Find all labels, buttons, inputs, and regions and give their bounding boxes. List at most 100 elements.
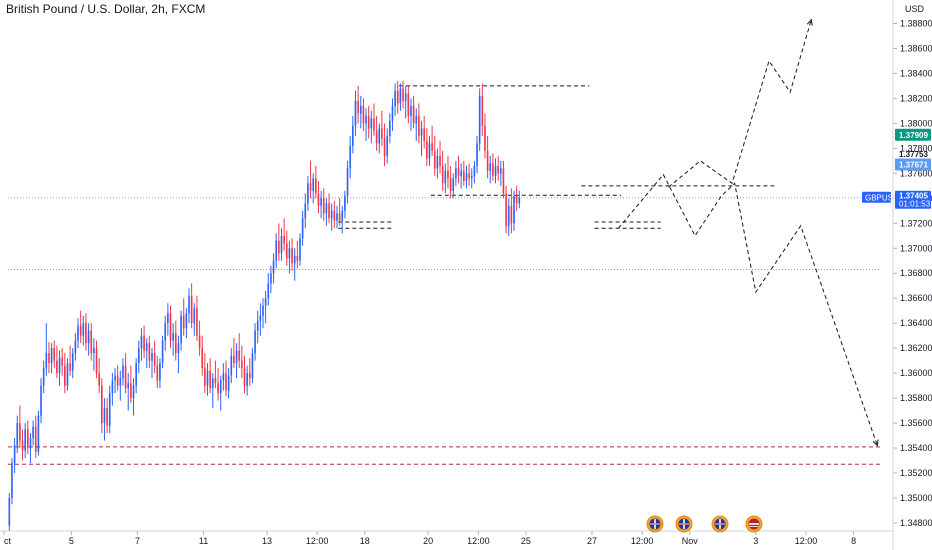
- candle-body: [370, 118, 373, 129]
- candle-body: [56, 360, 58, 374]
- candle-body: [502, 168, 505, 194]
- candle-body: [373, 118, 375, 131]
- candle-body: [116, 375, 119, 386]
- price-axis[interactable]: 1.34800 1.35000 1.35200 1.35400 1.35600 1.358…: [893, 18, 932, 528]
- candle-body: [418, 115, 420, 136]
- candle-body: [111, 380, 114, 394]
- x-tick-label: Nov: [682, 536, 699, 546]
- candle-body: [431, 143, 433, 151]
- candle-body: [69, 363, 71, 371]
- candle-body: [399, 88, 402, 104]
- candle-body: [486, 150, 489, 171]
- candle-body: [494, 165, 497, 176]
- candle-body: [489, 163, 492, 171]
- candle-body: [386, 135, 389, 156]
- candle-body: [114, 375, 116, 381]
- candle-body: [507, 205, 510, 226]
- time-axis[interactable]: ct 5 7 11 13 12:00 18 20 12:00 25 27 12:00 Nov 3 12:00…: [3, 531, 856, 546]
- candle-body: [513, 195, 515, 224]
- x-tick-label: 11: [199, 536, 208, 546]
- candle-body: [325, 203, 328, 214]
- candle-body: [209, 370, 211, 389]
- candle-body: [26, 429, 29, 449]
- candle-body: [433, 150, 436, 169]
- candle-body: [58, 358, 61, 374]
- candle-body: [428, 143, 431, 159]
- candle-body: [132, 385, 135, 399]
- candle-body: [248, 373, 251, 379]
- candle-body: [362, 105, 365, 124]
- candle-body: [193, 308, 196, 324]
- y-tick-label: 1.35000: [900, 493, 932, 503]
- uk-flag-icon[interactable]: [646, 515, 664, 533]
- candle-body: [272, 260, 275, 274]
- candle-body: [188, 295, 190, 314]
- candle-body: [161, 340, 164, 364]
- candle-body: [407, 93, 410, 116]
- candle-body: [283, 235, 285, 244]
- symbol-tag-label: GBPUSD: [865, 194, 899, 203]
- candle-body: [42, 368, 45, 386]
- y-tick-label: 1.37000: [900, 243, 932, 253]
- candle-body: [357, 100, 359, 114]
- candle-body: [307, 183, 309, 204]
- candle-body: [285, 243, 288, 259]
- candle-body: [462, 170, 465, 181]
- candle-body: [439, 155, 441, 166]
- candle-body: [259, 315, 262, 321]
- candle-body: [19, 423, 21, 441]
- candle-body: [8, 498, 11, 526]
- candle-body: [412, 105, 415, 124]
- uk-flag-icon[interactable]: [675, 515, 693, 533]
- candle-body: [349, 145, 352, 169]
- candle-body: [378, 128, 381, 144]
- candle-body: [230, 355, 233, 376]
- candle-body: [449, 178, 452, 191]
- candle-body: [317, 193, 320, 206]
- candle-body: [251, 353, 254, 379]
- candle-body: [214, 378, 217, 384]
- projection-layer: [618, 18, 879, 447]
- candle-body: [225, 373, 227, 391]
- candle-body: [135, 363, 137, 386]
- x-tick-label: 8: [851, 536, 856, 546]
- candle-body: [172, 333, 174, 341]
- y-tick-label: 1.38800: [900, 18, 932, 28]
- candle-body: [330, 210, 333, 219]
- candle-body: [48, 353, 50, 364]
- candle-body: [61, 358, 63, 366]
- candle-body: [145, 343, 148, 351]
- candle-body: [499, 168, 502, 174]
- x-tick-label: 12:00: [795, 536, 818, 546]
- candle-body: [95, 348, 98, 374]
- candle-body: [122, 365, 124, 379]
- candle-body: [174, 333, 177, 354]
- x-tick-label: 27: [587, 536, 597, 546]
- x-tick-label: 12:00: [631, 536, 654, 546]
- candle-body: [85, 323, 87, 344]
- candle-body: [29, 438, 32, 449]
- candle-body: [396, 90, 399, 104]
- us-flag-icon[interactable]: [745, 515, 763, 533]
- candle-body: [328, 203, 330, 219]
- candle-body: [359, 105, 362, 114]
- uk-flag-icon[interactable]: [711, 515, 729, 533]
- candle-body: [156, 365, 159, 381]
- candle-body: [288, 248, 291, 259]
- candle-body: [169, 313, 172, 341]
- candle-body: [423, 128, 426, 141]
- candle-body: [383, 138, 386, 156]
- candle-body: [341, 210, 344, 221]
- candle-body: [233, 355, 235, 364]
- candle-body: [444, 170, 447, 184]
- candle-body: [164, 323, 167, 341]
- event-icons[interactable]: [646, 515, 763, 533]
- currency-label: USD: [905, 4, 925, 14]
- candle-body: [410, 105, 412, 116]
- price-tag-bg: [895, 128, 931, 141]
- candle-body: [238, 350, 241, 361]
- candle-body: [235, 350, 238, 364]
- candle-body: [103, 408, 106, 424]
- candle-body: [206, 370, 209, 386]
